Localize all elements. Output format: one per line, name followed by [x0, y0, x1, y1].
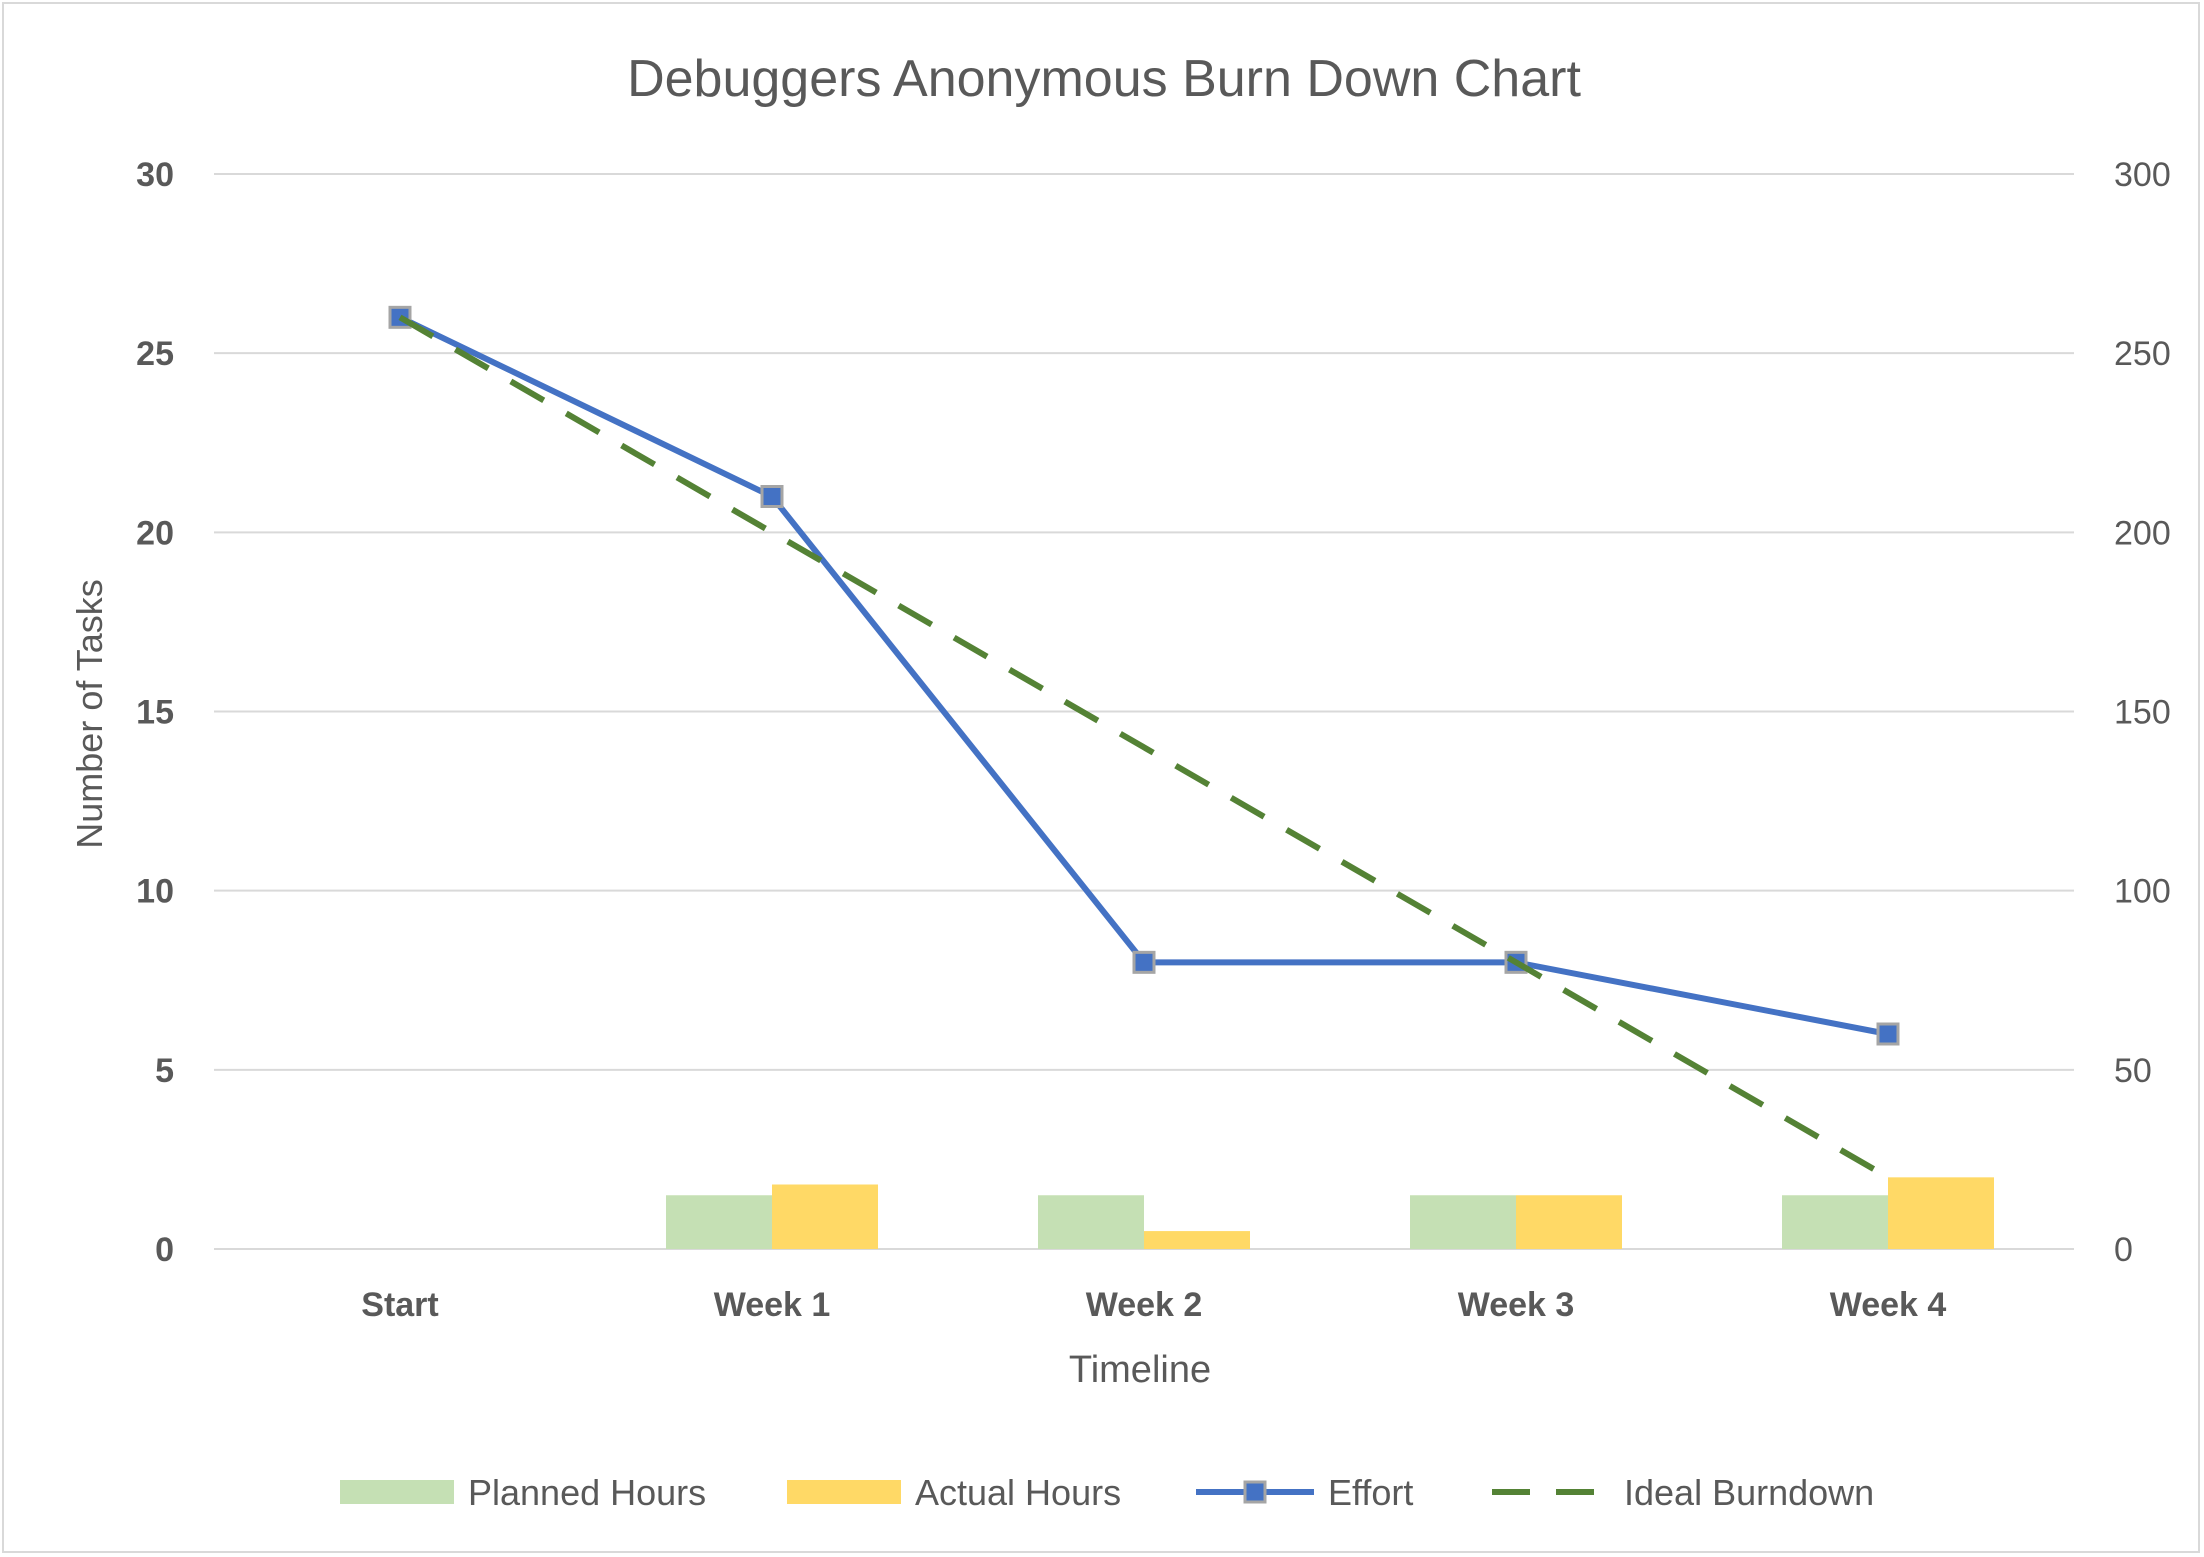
point-effort — [1132, 950, 1156, 974]
bar-actual-hours — [772, 1184, 878, 1249]
x-tick-label: Week 1 — [714, 1286, 831, 1324]
y2-axis-ticks: 0 50 100 150 200 250 300 — [2114, 156, 2171, 1269]
legend-marker-effort — [1243, 1480, 1267, 1504]
y-tick-label: 25 — [136, 335, 174, 373]
legend: Planned Hours Actual Hours Effort Ideal Bur… — [340, 1472, 1874, 1513]
y-tick-label: 20 — [136, 514, 174, 552]
legend-swatch-actual-hours — [787, 1480, 901, 1504]
y-axis-ticks: 0 5 10 15 20 25 30 — [136, 156, 174, 1269]
legend-label-effort: Effort — [1328, 1472, 1413, 1513]
gridlines — [214, 173, 2074, 1250]
legend-label-actual-hours: Actual Hours — [915, 1472, 1121, 1513]
bar-planned-hours — [1038, 1195, 1144, 1249]
lines — [388, 305, 1900, 1180]
x-axis-ticks: Start Week 1 Week 2 Week 3 Week 4 — [361, 1286, 1946, 1324]
bar-actual-hours — [1516, 1195, 1622, 1249]
y2-tick-label: 100 — [2114, 873, 2171, 911]
y2-tick-label: 300 — [2114, 156, 2171, 194]
bar-actual-hours — [1144, 1231, 1250, 1249]
y-tick-label: 5 — [155, 1052, 174, 1090]
bar-actual-hours — [1888, 1177, 1994, 1249]
y-tick-label: 10 — [136, 873, 174, 911]
y2-tick-label: 50 — [2114, 1052, 2152, 1090]
x-tick-label: Start — [361, 1286, 438, 1324]
legend-swatch-planned-hours — [340, 1480, 454, 1504]
point-effort — [760, 485, 784, 508]
x-tick-label: Week 3 — [1458, 1286, 1575, 1324]
y2-tick-label: 250 — [2114, 335, 2171, 373]
y2-tick-label: 150 — [2114, 694, 2171, 732]
bar-planned-hours — [666, 1195, 772, 1249]
x-tick-label: Week 4 — [1830, 1286, 1947, 1324]
chart-title: Debuggers Anonymous Burn Down Chart — [627, 50, 1581, 108]
y-tick-label: 15 — [136, 694, 174, 732]
y-axis-label: Number of Tasks — [69, 579, 110, 848]
x-axis-label: Timeline — [1069, 1349, 1211, 1391]
chart-canvas: Debuggers Anonymous Burn Down Chart 0 5 10… — [69, 50, 2171, 1513]
line-effort — [398, 314, 1889, 1037]
y2-tick-label: 200 — [2114, 514, 2171, 552]
legend-label-planned-hours: Planned Hours — [468, 1472, 706, 1513]
y-tick-label: 30 — [136, 156, 174, 194]
y-tick-label: 0 — [155, 1231, 174, 1269]
y2-tick-label: 0 — [2114, 1231, 2133, 1269]
bars — [666, 1177, 1994, 1249]
point-effort — [1876, 1022, 1900, 1046]
line-ideal-burndown — [398, 314, 1890, 1180]
legend-label-ideal-burndown: Ideal Burndown — [1624, 1472, 1874, 1513]
bar-planned-hours — [1782, 1195, 1888, 1249]
bar-planned-hours — [1410, 1195, 1516, 1249]
x-tick-label: Week 2 — [1086, 1286, 1203, 1324]
